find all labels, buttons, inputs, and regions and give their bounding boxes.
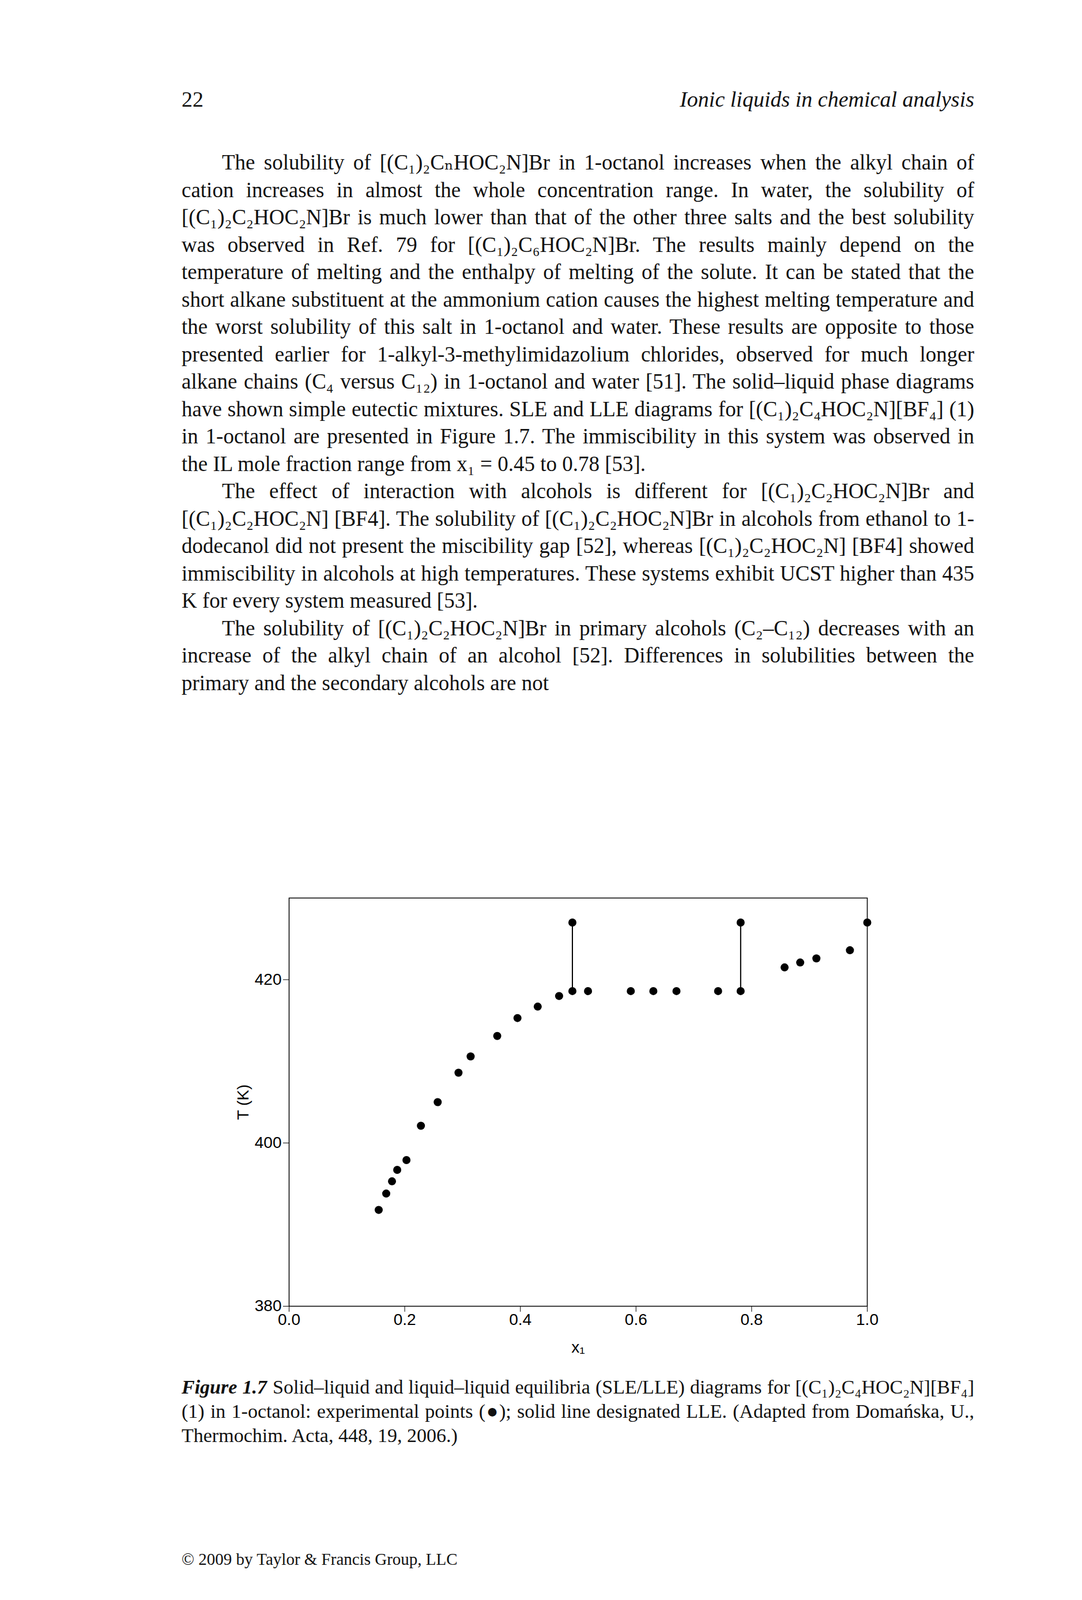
svg-text:0.8: 0.8	[740, 1310, 763, 1329]
svg-text:0.6: 0.6	[624, 1310, 648, 1329]
svg-text:400: 400	[254, 1133, 282, 1152]
svg-text:1.0: 1.0	[856, 1310, 879, 1329]
html-text:22: 22	[181, 87, 204, 112]
html-text:Ionic liquids in chemical anal: Ionic liquids in chemical analysis	[679, 87, 975, 112]
html-text:The effect of interaction with: The effect of interaction with alcohols …	[181, 479, 975, 613]
svg-text:T (K): T (K)	[234, 1084, 252, 1121]
svg-text:x₁: x₁	[571, 1337, 585, 1356]
svg-text:0.4: 0.4	[509, 1310, 532, 1329]
svg-text:0.0: 0.0	[277, 1310, 301, 1329]
html-text:© 2009 by Taylor & Francis Gro: © 2009 by Taylor & Francis Group, LLC	[181, 1549, 458, 1568]
html-text:The solubility of [(C₁)₂CₙHOC₂: The solubility of [(C₁)₂CₙHOC₂N]Br in 1-…	[181, 150, 975, 476]
svg-text:0.2: 0.2	[393, 1310, 417, 1329]
svg-text:420: 420	[254, 970, 282, 989]
svg-text:380: 380	[254, 1296, 282, 1315]
html-text:The solubility of [(C₁)₂C₂HOC₂: The solubility of [(C₁)₂C₂HOC₂N]Br in pr…	[181, 615, 975, 695]
html-text:Figure 1.7 Solid–liquid and li: Figure 1.7 Solid–liquid and liquid–liqui…	[181, 1375, 975, 1446]
